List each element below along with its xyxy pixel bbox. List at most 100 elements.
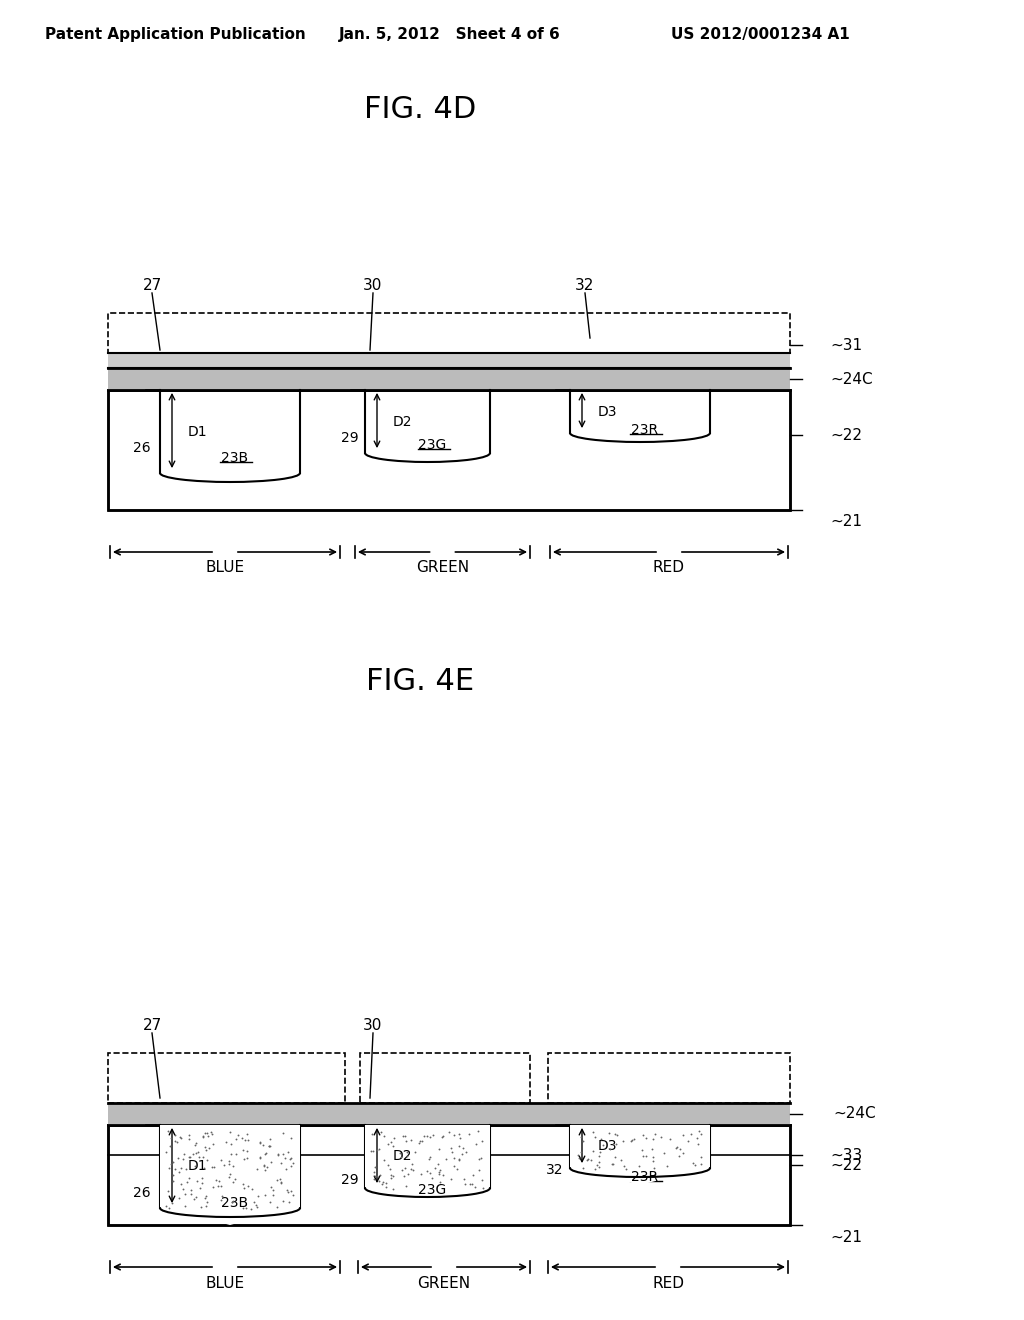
Point — [257, 1159, 273, 1180]
Point — [213, 1189, 229, 1210]
Point — [572, 1126, 589, 1147]
Text: RED: RED — [653, 561, 685, 576]
Point — [160, 1180, 176, 1201]
Point — [258, 1142, 274, 1163]
Point — [256, 1155, 272, 1176]
Point — [250, 1185, 266, 1206]
Point — [624, 1129, 640, 1150]
Point — [164, 1192, 180, 1213]
Point — [198, 1140, 214, 1162]
Point — [216, 1155, 232, 1176]
Point — [261, 1135, 278, 1156]
Point — [243, 1199, 259, 1220]
Point — [391, 1143, 408, 1164]
Point — [262, 1191, 279, 1212]
Point — [606, 1146, 623, 1167]
Bar — [108, 368, 790, 389]
Text: GREEN: GREEN — [418, 1275, 471, 1291]
Point — [198, 1122, 214, 1143]
Point — [178, 1158, 195, 1179]
Point — [182, 1183, 199, 1204]
Point — [466, 1176, 482, 1197]
Point — [453, 1127, 469, 1148]
Point — [399, 1163, 416, 1184]
Text: ~22: ~22 — [830, 428, 862, 442]
Point — [458, 1140, 474, 1162]
Point — [609, 1125, 626, 1146]
Point — [383, 1167, 399, 1188]
Point — [239, 1123, 255, 1144]
Point — [451, 1123, 467, 1144]
Point — [165, 1164, 181, 1185]
Point — [443, 1140, 460, 1162]
Point — [369, 1166, 385, 1187]
Point — [204, 1156, 220, 1177]
Point — [635, 1146, 651, 1167]
Point — [435, 1164, 452, 1185]
Point — [282, 1148, 298, 1170]
Point — [397, 1158, 414, 1179]
Point — [252, 1131, 268, 1152]
Point — [378, 1176, 394, 1197]
Point — [433, 1127, 450, 1148]
Point — [270, 1143, 287, 1164]
Point — [689, 1127, 706, 1148]
Point — [397, 1130, 414, 1151]
Text: D2: D2 — [393, 414, 413, 429]
Point — [273, 1152, 290, 1173]
Point — [675, 1142, 691, 1163]
Point — [223, 1143, 240, 1164]
Point — [171, 1162, 187, 1183]
Point — [365, 1140, 381, 1162]
Point — [283, 1127, 299, 1148]
Point — [653, 1127, 670, 1148]
Point — [205, 1134, 221, 1155]
Point — [272, 1168, 289, 1189]
Text: 32: 32 — [546, 1163, 564, 1177]
Point — [168, 1131, 184, 1152]
Point — [658, 1155, 675, 1176]
Point — [212, 1176, 228, 1197]
Point — [669, 1137, 685, 1158]
Point — [210, 1175, 226, 1196]
Point — [197, 1188, 213, 1209]
Point — [158, 1142, 174, 1163]
Point — [399, 1140, 416, 1162]
Point — [238, 1197, 254, 1218]
Point — [383, 1131, 399, 1152]
Point — [225, 1171, 242, 1192]
Point — [262, 1135, 279, 1156]
Point — [580, 1148, 596, 1170]
Point — [397, 1175, 414, 1196]
Point — [224, 1192, 241, 1213]
Point — [644, 1146, 660, 1167]
Point — [272, 1172, 289, 1193]
Bar — [108, 313, 790, 352]
Point — [181, 1129, 198, 1150]
Point — [431, 1164, 447, 1185]
Point — [591, 1146, 607, 1167]
Point — [395, 1126, 412, 1147]
Polygon shape — [365, 1125, 490, 1205]
Text: Jan. 5, 2012   Sheet 4 of 6: Jan. 5, 2012 Sheet 4 of 6 — [339, 28, 561, 42]
Text: D1: D1 — [188, 1159, 208, 1173]
Bar — [108, 389, 790, 510]
Point — [645, 1129, 662, 1150]
Point — [451, 1148, 467, 1170]
Point — [693, 1154, 710, 1175]
Point — [634, 1139, 650, 1160]
Text: 23R: 23R — [632, 1170, 658, 1184]
Point — [165, 1171, 181, 1192]
Point — [185, 1188, 202, 1209]
Text: Patent Application Publication: Patent Application Publication — [45, 28, 305, 42]
Point — [173, 1127, 189, 1148]
Point — [204, 1123, 220, 1144]
Point — [276, 1147, 293, 1168]
Point — [283, 1180, 299, 1201]
Point — [638, 1127, 654, 1148]
Point — [186, 1134, 203, 1155]
Point — [161, 1158, 177, 1179]
Point — [635, 1125, 651, 1146]
Text: 23B: 23B — [221, 1196, 249, 1210]
Point — [207, 1170, 223, 1191]
